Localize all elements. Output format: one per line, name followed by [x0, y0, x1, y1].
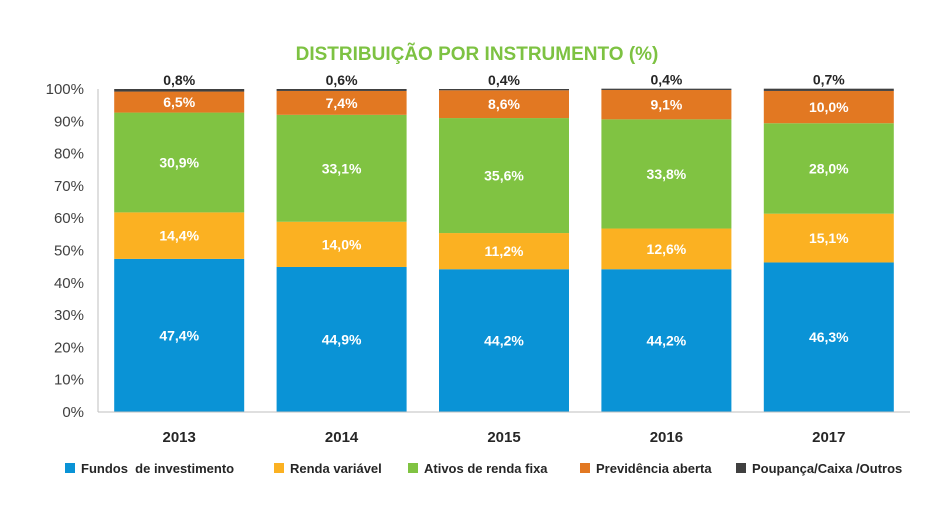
- data-label: 47,4%: [159, 327, 199, 343]
- legend-label: Renda variável: [290, 461, 382, 476]
- y-tick-label: 20%: [54, 339, 84, 356]
- y-tick-label: 100%: [46, 81, 84, 98]
- data-label: 0,4%: [650, 72, 682, 88]
- data-label: 10,0%: [809, 99, 849, 115]
- legend-swatch: [274, 463, 284, 473]
- legend-item: Renda variável: [274, 461, 382, 476]
- x-tick-label: 2013: [163, 429, 196, 446]
- x-tick-label: 2017: [812, 429, 845, 446]
- y-tick-label: 60%: [54, 210, 84, 227]
- x-axis: 2013 2014 2015 2016 2017: [98, 411, 910, 446]
- bar-segment: [763, 88, 894, 91]
- y-tick-label: 30%: [54, 307, 84, 324]
- data-label: 6,5%: [163, 94, 195, 110]
- data-label: 0,8%: [163, 72, 195, 88]
- bar-segment: [439, 118, 569, 234]
- legend-item: Fundos de investimento: [65, 461, 234, 476]
- data-label: 46,3%: [809, 329, 849, 345]
- data-label: 44,2%: [484, 333, 524, 349]
- bar-segment: [439, 90, 569, 119]
- bar-segment: [276, 89, 407, 91]
- x-tick-label: 2016: [650, 429, 683, 446]
- data-label: 7,4%: [326, 95, 358, 111]
- bar-segment: [114, 258, 245, 412]
- data-label: 28,0%: [809, 160, 849, 176]
- y-tick-label: 40%: [54, 275, 84, 292]
- legend-label: Fundos de investimento: [81, 461, 234, 476]
- x-tick-label: 2015: [487, 429, 520, 446]
- bar-segment: [601, 89, 732, 120]
- y-tick-label: 80%: [54, 146, 84, 163]
- bar-group-2013: 47,4% 14,4% 30,9% 6,5% 0,8%: [114, 72, 245, 412]
- data-label: 44,2%: [647, 333, 687, 349]
- bar-group-2016: 44,2% 12,6% 33,8% 9,1% 0,4%: [601, 72, 732, 412]
- legend-label: Previdência aberta: [596, 461, 712, 476]
- data-label: 15,1%: [809, 230, 849, 246]
- y-tick-label: 70%: [54, 178, 84, 195]
- legend-item: Poupança/Caixa /Outros: [736, 461, 902, 476]
- legend-swatch: [736, 463, 746, 473]
- bar-segment: [763, 213, 894, 263]
- y-axis: 0% 10% 20% 30% 40% 50% 60% 70% 80% 90% 100%: [46, 81, 99, 421]
- bar-segment: [763, 123, 894, 214]
- data-label: 11,2%: [485, 243, 524, 259]
- bar-segment: [276, 90, 407, 115]
- legend-swatch: [408, 463, 418, 473]
- bar-segment: [601, 119, 732, 229]
- data-label: 0,7%: [813, 72, 845, 88]
- bar-segment: [763, 262, 894, 412]
- bar-segment: [276, 114, 407, 222]
- data-label: 14,0%: [322, 236, 362, 252]
- legend-label: Poupança/Caixa /Outros: [752, 461, 902, 476]
- y-tick-label: 90%: [54, 113, 84, 130]
- data-label: 33,1%: [322, 160, 362, 176]
- bar-segment: [439, 269, 569, 412]
- bar-segment: [601, 88, 732, 90]
- bar-segment: [439, 89, 569, 91]
- data-label: 14,4%: [159, 228, 199, 244]
- legend-swatch: [65, 463, 75, 473]
- legend: Fundos de investimento Renda variável Ativ…: [65, 461, 902, 476]
- legend-item: Ativos de renda fixa: [408, 461, 548, 476]
- data-label: 33,8%: [647, 166, 687, 182]
- y-tick-label: 0%: [62, 404, 84, 421]
- bar-segment: [114, 212, 245, 259]
- x-tick-label: 2014: [325, 429, 359, 446]
- bar-segment: [439, 233, 569, 270]
- bar-segment: [114, 91, 245, 113]
- bar-group-2017: 46,3% 15,1% 28,0% 10,0% 0,7%: [763, 72, 894, 412]
- bar-segment: [276, 266, 407, 412]
- data-label: 0,6%: [326, 72, 358, 88]
- chart-title: DISTRIBUIÇÃO POR INSTRUMENTO (%): [296, 43, 659, 65]
- bar-group-2015: 44,2% 11,2% 35,6% 8,6% 0,4%: [439, 72, 569, 412]
- bar-segment: [114, 112, 245, 213]
- data-label: 0,4%: [488, 72, 520, 88]
- legend-label: Ativos de renda fixa: [424, 461, 548, 476]
- bar-segment: [276, 221, 407, 267]
- legend-swatch: [580, 463, 590, 473]
- data-label: 44,9%: [322, 331, 362, 347]
- data-label: 12,6%: [647, 241, 687, 257]
- y-tick-label: 10%: [54, 372, 84, 389]
- bar-segment: [601, 269, 732, 412]
- y-tick-label: 50%: [54, 243, 84, 260]
- data-label: 35,6%: [484, 168, 524, 184]
- bars: 47,4% 14,4% 30,9% 6,5% 0,8% 44,9% 14,0% 33,1% 7,…: [114, 72, 894, 412]
- bar-group-2014: 44,9% 14,0% 33,1% 7,4% 0,6%: [276, 72, 407, 412]
- data-label: 9,1%: [650, 97, 682, 113]
- data-label: 30,9%: [159, 154, 199, 170]
- bar-segment: [114, 89, 245, 92]
- legend-item: Previdência aberta: [580, 461, 712, 476]
- bar-segment: [763, 90, 894, 124]
- bar-segment: [601, 228, 732, 270]
- data-label: 8,6%: [488, 96, 520, 112]
